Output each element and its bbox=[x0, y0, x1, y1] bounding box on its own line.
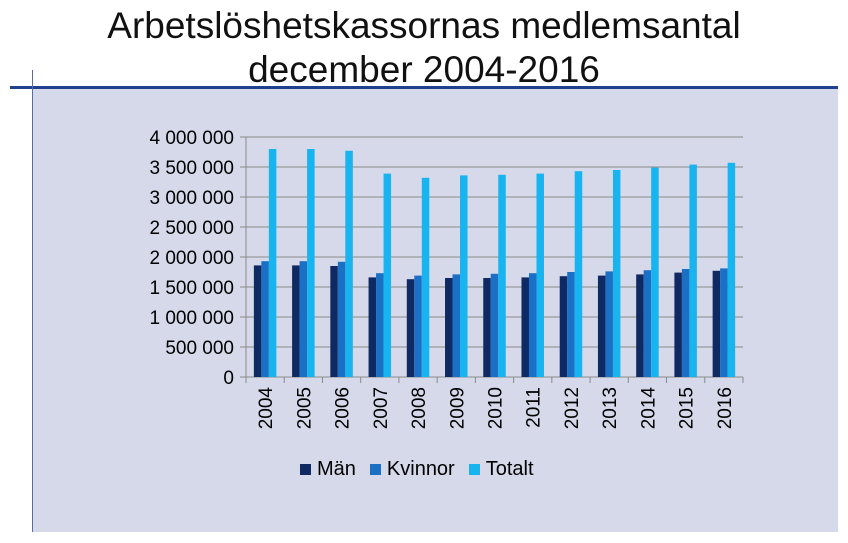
bar-mn-2007 bbox=[368, 277, 377, 377]
y-tick-label: 0 bbox=[223, 368, 234, 389]
bar-mn-2004 bbox=[253, 265, 262, 377]
y-tick-label: 2 000 000 bbox=[149, 248, 234, 269]
bar-kvinnor-2013 bbox=[605, 271, 613, 377]
bar-totalt-2008 bbox=[421, 177, 430, 377]
y-tick-label: 2 500 000 bbox=[149, 218, 234, 239]
y-tick-label: 1 000 000 bbox=[149, 308, 234, 329]
bar-mn-2016 bbox=[712, 270, 721, 377]
x-tick-label: 2009 bbox=[447, 387, 468, 429]
bar-mn-2009 bbox=[445, 278, 453, 377]
legend-swatch-kvinnor bbox=[369, 463, 381, 475]
bar-kvinnor-2009 bbox=[452, 274, 461, 377]
legend-swatch-totalt bbox=[468, 463, 480, 475]
bar-kvinnor-2014 bbox=[643, 270, 652, 377]
legend-swatch-man bbox=[300, 463, 311, 475]
chart-title-line-1: Arbetslöshetskassornas medlemsantal bbox=[107, 5, 741, 46]
chart-title-line-2: december 2004-2016 bbox=[248, 49, 600, 90]
x-tick-label: 2006 bbox=[333, 387, 354, 429]
bar-totalt-2004 bbox=[268, 149, 277, 377]
bar-kvinnor-2010 bbox=[490, 273, 499, 377]
y-tick-label: 3 000 000 bbox=[149, 188, 234, 209]
bar-totalt-2007 bbox=[383, 173, 392, 377]
chart-background bbox=[33, 89, 838, 532]
bar-mn-2005 bbox=[292, 265, 300, 377]
chart-legend: Män Kvinnor Totalt bbox=[300, 456, 534, 482]
legend-label-totalt: Totalt bbox=[485, 457, 534, 480]
bar-kvinnor-2004 bbox=[261, 261, 269, 377]
legend-label-man: Män bbox=[317, 457, 356, 480]
bar-mn-2011 bbox=[521, 277, 529, 377]
legend-item-man: Män bbox=[300, 458, 356, 481]
x-tick-label: 2008 bbox=[409, 387, 430, 429]
x-tick-label: 2014 bbox=[638, 387, 659, 430]
bar-totalt-2011 bbox=[536, 173, 544, 377]
bar-kvinnor-2005 bbox=[299, 261, 308, 377]
x-tick-label: 2015 bbox=[677, 387, 698, 429]
x-tick-label: 2016 bbox=[715, 387, 736, 429]
y-tick-label: 3 500 000 bbox=[149, 158, 234, 179]
bar-totalt-2012 bbox=[574, 171, 583, 377]
y-tick-label: 1 500 000 bbox=[149, 278, 234, 299]
bar-totalt-2015 bbox=[689, 164, 697, 377]
bar-kvinnor-2012 bbox=[567, 272, 575, 377]
bar-totalt-2016 bbox=[727, 162, 736, 377]
bar-totalt-2013 bbox=[612, 170, 621, 377]
bar-mn-2013 bbox=[597, 275, 606, 377]
bar-mn-2008 bbox=[406, 279, 415, 377]
left-divider bbox=[32, 70, 33, 532]
legend-label-kvinnor: Kvinnor bbox=[386, 457, 455, 480]
y-tick-label: 500 000 bbox=[165, 338, 234, 359]
bar-kvinnor-2006 bbox=[337, 261, 346, 377]
x-tick-label: 2013 bbox=[600, 387, 621, 429]
bar-kvinnor-2011 bbox=[528, 273, 537, 377]
bar-mn-2010 bbox=[483, 278, 491, 377]
y-tick-label: 4 000 000 bbox=[149, 128, 234, 149]
bar-mn-2014 bbox=[636, 274, 644, 377]
bar-mn-2006 bbox=[330, 266, 338, 377]
bar-kvinnor-2016 bbox=[720, 268, 728, 377]
title-divider bbox=[10, 86, 838, 89]
bar-kvinnor-2007 bbox=[376, 273, 384, 377]
x-tick-label: 2007 bbox=[371, 387, 392, 429]
legend-item-kvinnor: Kvinnor bbox=[369, 457, 455, 481]
bar-kvinnor-2015 bbox=[681, 269, 690, 377]
x-tick-label: 2011 bbox=[524, 387, 545, 428]
bar-totalt-2014 bbox=[651, 167, 659, 377]
bar-kvinnor-2008 bbox=[414, 275, 422, 377]
x-tick-label: 2010 bbox=[486, 387, 507, 429]
x-tick-label: 2005 bbox=[294, 387, 315, 429]
bar-mn-2015 bbox=[674, 272, 682, 377]
x-tick-label: 2004 bbox=[256, 387, 277, 430]
x-tick-label: 2012 bbox=[562, 387, 583, 429]
bar-mn-2012 bbox=[559, 276, 568, 377]
bar-totalt-2006 bbox=[345, 150, 353, 377]
legend-item-totalt: Totalt bbox=[468, 457, 534, 481]
bar-totalt-2010 bbox=[498, 174, 506, 377]
bar-totalt-2009 bbox=[460, 175, 468, 377]
bar-totalt-2005 bbox=[307, 149, 315, 377]
